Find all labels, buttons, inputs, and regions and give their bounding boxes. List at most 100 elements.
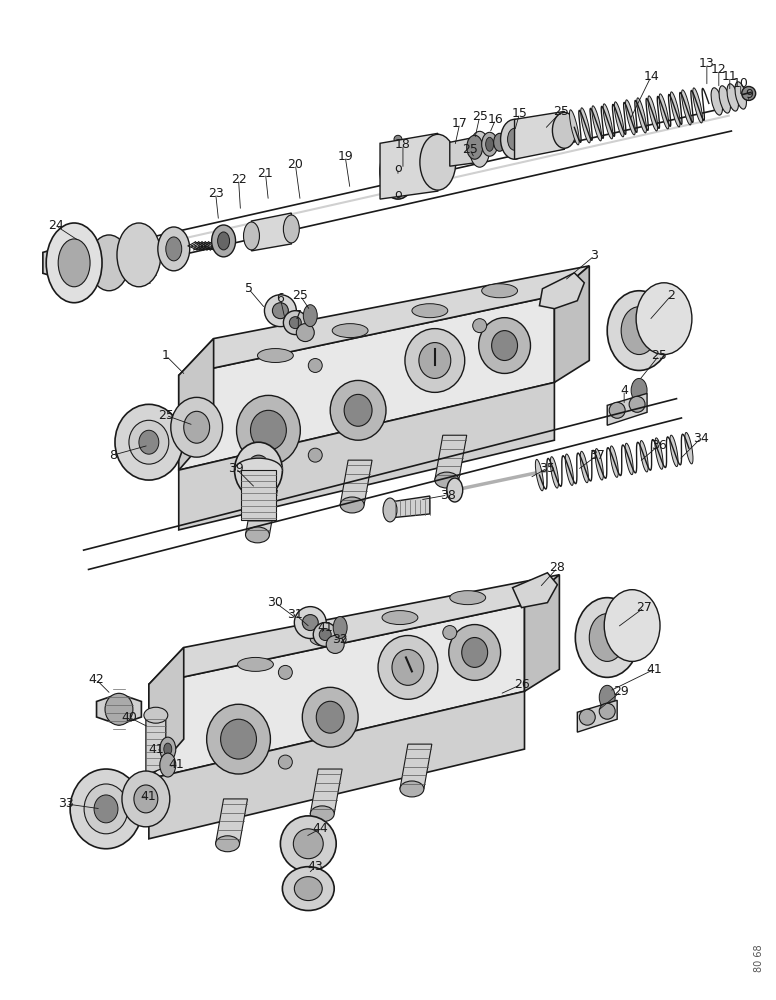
- Text: 25: 25: [158, 409, 174, 422]
- Ellipse shape: [331, 380, 386, 440]
- Ellipse shape: [449, 625, 501, 680]
- Text: 6: 6: [276, 292, 284, 305]
- Ellipse shape: [94, 795, 118, 823]
- Polygon shape: [216, 799, 248, 844]
- Polygon shape: [149, 575, 559, 684]
- Ellipse shape: [216, 836, 240, 852]
- Text: o: o: [394, 188, 402, 201]
- Ellipse shape: [405, 329, 465, 392]
- Polygon shape: [43, 242, 116, 284]
- Ellipse shape: [595, 449, 603, 480]
- Ellipse shape: [535, 459, 543, 491]
- Ellipse shape: [265, 295, 296, 327]
- Ellipse shape: [670, 435, 678, 467]
- Ellipse shape: [206, 704, 270, 774]
- Ellipse shape: [244, 222, 259, 250]
- Ellipse shape: [117, 223, 161, 287]
- Polygon shape: [450, 136, 480, 166]
- Ellipse shape: [58, 239, 90, 287]
- Ellipse shape: [70, 769, 142, 849]
- Ellipse shape: [580, 709, 595, 725]
- Circle shape: [308, 448, 322, 462]
- Ellipse shape: [340, 497, 364, 513]
- Ellipse shape: [283, 311, 307, 335]
- Ellipse shape: [333, 617, 347, 639]
- Ellipse shape: [47, 223, 102, 303]
- Polygon shape: [390, 496, 430, 518]
- Ellipse shape: [237, 395, 300, 465]
- Polygon shape: [245, 490, 277, 535]
- Text: o: o: [394, 162, 402, 175]
- Ellipse shape: [89, 235, 129, 291]
- Text: 26: 26: [514, 678, 529, 691]
- Text: 17: 17: [452, 117, 468, 130]
- Ellipse shape: [589, 614, 625, 661]
- Ellipse shape: [462, 638, 487, 667]
- Text: 39: 39: [227, 462, 244, 475]
- Text: 25: 25: [651, 349, 667, 362]
- Ellipse shape: [435, 472, 459, 488]
- Circle shape: [279, 665, 293, 679]
- Polygon shape: [577, 700, 617, 732]
- Ellipse shape: [303, 615, 318, 631]
- Text: 42: 42: [88, 673, 104, 686]
- Text: 8: 8: [109, 449, 117, 462]
- Polygon shape: [178, 266, 589, 375]
- Ellipse shape: [621, 307, 657, 355]
- Text: 34: 34: [693, 432, 708, 445]
- Ellipse shape: [501, 119, 528, 159]
- Ellipse shape: [217, 232, 230, 250]
- Polygon shape: [149, 605, 525, 779]
- Ellipse shape: [570, 110, 579, 145]
- Ellipse shape: [160, 753, 175, 777]
- Ellipse shape: [296, 324, 314, 342]
- Ellipse shape: [400, 781, 424, 797]
- Ellipse shape: [237, 657, 273, 671]
- Polygon shape: [607, 393, 647, 425]
- Ellipse shape: [553, 112, 577, 148]
- Text: 30: 30: [268, 596, 283, 609]
- Ellipse shape: [380, 143, 416, 199]
- Ellipse shape: [482, 284, 518, 298]
- Text: 35: 35: [539, 462, 556, 475]
- Text: 11: 11: [722, 70, 738, 83]
- Text: 29: 29: [613, 685, 629, 698]
- Ellipse shape: [332, 324, 368, 338]
- Ellipse shape: [486, 137, 494, 151]
- Ellipse shape: [383, 498, 397, 522]
- Ellipse shape: [685, 432, 693, 464]
- Text: 25: 25: [553, 105, 570, 118]
- Text: 23: 23: [208, 187, 223, 200]
- Ellipse shape: [178, 426, 189, 442]
- Ellipse shape: [129, 420, 169, 464]
- Ellipse shape: [607, 291, 671, 370]
- Ellipse shape: [640, 441, 648, 472]
- Text: 41: 41: [317, 621, 333, 634]
- Text: 25: 25: [472, 110, 487, 123]
- Ellipse shape: [283, 215, 300, 243]
- Polygon shape: [251, 213, 291, 251]
- Ellipse shape: [610, 446, 618, 477]
- Text: 21: 21: [258, 167, 273, 180]
- Text: 13: 13: [699, 57, 715, 70]
- Ellipse shape: [310, 633, 346, 646]
- Ellipse shape: [580, 108, 591, 143]
- Polygon shape: [513, 573, 557, 608]
- Ellipse shape: [303, 687, 358, 747]
- Polygon shape: [380, 133, 438, 199]
- Circle shape: [308, 359, 322, 372]
- Polygon shape: [400, 744, 431, 789]
- Circle shape: [397, 185, 405, 193]
- Text: 4: 4: [620, 384, 628, 397]
- Ellipse shape: [466, 135, 483, 159]
- Polygon shape: [525, 575, 559, 691]
- Ellipse shape: [603, 104, 613, 139]
- Text: 41: 41: [646, 663, 662, 676]
- Text: 24: 24: [48, 219, 64, 232]
- Ellipse shape: [303, 305, 317, 327]
- Ellipse shape: [479, 318, 531, 373]
- Text: 18: 18: [395, 138, 411, 151]
- Ellipse shape: [419, 343, 451, 378]
- Ellipse shape: [84, 784, 128, 834]
- Polygon shape: [539, 273, 584, 309]
